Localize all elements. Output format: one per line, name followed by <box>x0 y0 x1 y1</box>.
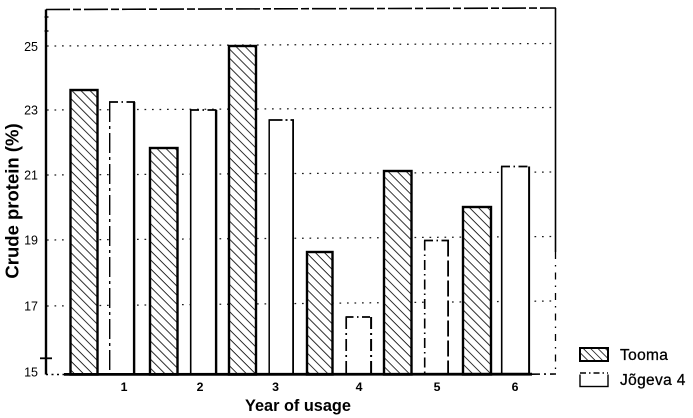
svg-text:3: 3 <box>272 380 279 394</box>
svg-text:5: 5 <box>434 380 441 394</box>
svg-text:19: 19 <box>24 234 38 248</box>
svg-text:Crude protein (%): Crude protein (%) <box>2 123 23 278</box>
svg-text:Year of usage: Year of usage <box>245 397 351 415</box>
svg-text:6: 6 <box>512 380 519 394</box>
svg-text:4: 4 <box>356 380 363 394</box>
svg-text:23: 23 <box>24 103 38 117</box>
svg-text:Tooma: Tooma <box>620 347 668 364</box>
svg-text:15: 15 <box>24 365 38 379</box>
svg-text:25: 25 <box>24 40 38 54</box>
svg-text:Jõgeva 4: Jõgeva 4 <box>620 372 686 389</box>
svg-text:17: 17 <box>24 299 38 313</box>
svg-text:1: 1 <box>121 380 128 394</box>
svg-text:21: 21 <box>24 168 38 182</box>
svg-text:2: 2 <box>197 380 204 394</box>
